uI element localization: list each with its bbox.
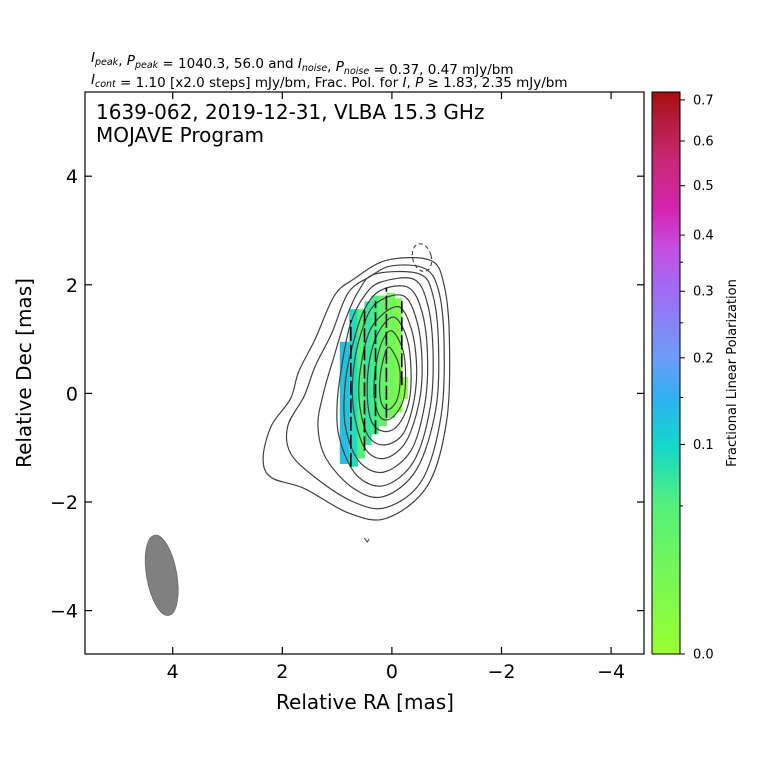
evpa-vectors <box>349 287 403 467</box>
colorbar-tick-label: 0.1 <box>693 438 714 453</box>
contour-level-8 <box>366 316 412 433</box>
contour-level-1 <box>262 257 451 521</box>
colorbar-label: Fractional Linear Polarization <box>725 279 740 467</box>
contour-level-3 <box>317 270 440 499</box>
colorbar-tick-label: 0.6 <box>693 135 714 150</box>
y-tick-label: −2 <box>50 492 78 514</box>
chart-title-line-1: 1639-062, 2019-12-31, VLBA 15.3 GHz <box>96 100 484 124</box>
colorbar-tick-label: 0.3 <box>693 285 714 300</box>
contour-level-6 <box>351 294 423 460</box>
stray-contour-mark <box>363 537 370 543</box>
x-tick-label: 0 <box>386 661 398 683</box>
colorbar-tick-label: 0.0 <box>693 648 714 663</box>
y-tick-label: −4 <box>50 601 78 623</box>
y-tick-label: 4 <box>66 166 78 188</box>
y-tick-label: 0 <box>66 383 78 405</box>
y-tick-label: 2 <box>66 275 78 297</box>
colorbar-tick-label: 0.4 <box>693 229 714 244</box>
plot-frame <box>84 91 645 655</box>
polarization-column <box>349 309 358 467</box>
contour-level-2 <box>285 264 445 510</box>
polarization-column <box>371 295 379 435</box>
beam-ellipse <box>144 534 179 616</box>
chart-title-line-2: MOJAVE Program <box>96 123 264 147</box>
header-line-2: Icont = 1.10 [x2.0 steps] mJy/bm, Frac. … <box>91 72 568 91</box>
x-tick-label: −4 <box>597 661 625 683</box>
contour-level-5 <box>343 285 429 474</box>
colorbar-tick-label: 0.7 <box>693 93 714 108</box>
x-tick-label: 4 <box>167 661 179 683</box>
polarization-column <box>357 309 366 459</box>
beam <box>144 534 179 616</box>
contour-level-10 <box>379 346 401 411</box>
x-tick-label: 2 <box>276 661 288 683</box>
x-tick-label: −2 <box>487 661 515 683</box>
contour-level-4 <box>336 277 434 487</box>
contour-layer <box>262 243 451 543</box>
colorbar-tick-label: 0.2 <box>693 351 714 366</box>
polarization-column <box>339 341 350 464</box>
header-line-1: Ipeak, Ppeak = 1040.3, 56.0 and Inoise, … <box>91 50 513 78</box>
plot-area <box>144 243 451 616</box>
x-axis-label: Relative RA [mas] <box>276 690 454 714</box>
contour-level-9 <box>373 330 407 421</box>
colorbar-tick-label: 0.5 <box>693 179 714 194</box>
axis-ticks: 4 2 0 −2 −4 4 2 0 −2 −4 <box>50 92 644 683</box>
colorbar-gradient <box>651 91 681 655</box>
negative-contour <box>411 243 433 272</box>
polarization-column <box>394 298 403 413</box>
y-axis-label: Relative Dec [mas] <box>12 278 36 468</box>
colorbar: 0.0 0.1 0.2 0.3 0.4 0.5 0.6 0.7 Fractional Line… <box>651 91 740 663</box>
polarization-column <box>386 292 396 418</box>
colorbar-ticks: 0.0 0.1 0.2 0.3 0.4 0.5 0.6 0.7 <box>680 93 714 663</box>
